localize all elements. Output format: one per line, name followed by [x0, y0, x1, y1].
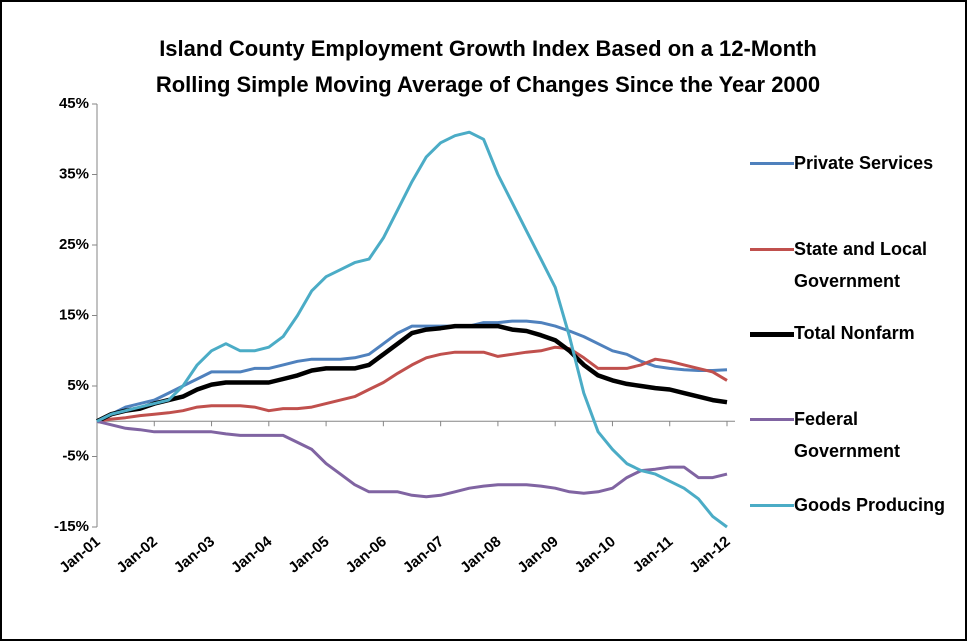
y-tick-label: -5%	[62, 447, 89, 464]
series-line	[96, 345, 728, 423]
x-tick-label: Jan-04	[228, 533, 276, 577]
plot-area	[97, 104, 735, 527]
x-tick-label: Jan-07	[400, 533, 447, 577]
legend-entry: Total Nonfarm	[750, 322, 954, 349]
series-line	[96, 319, 728, 423]
series-line	[95, 323, 728, 424]
series-line	[96, 419, 728, 499]
series-line	[96, 130, 728, 529]
legend-swatch	[750, 418, 794, 421]
x-tick-label: Jan-01	[56, 533, 103, 577]
x-tick-label: Jan-12	[686, 533, 733, 577]
y-tick-label: 45%	[59, 95, 89, 112]
legend-entry: State and Local Government	[750, 238, 954, 297]
legend-swatch	[750, 248, 794, 251]
legend-entry: Goods Producing	[750, 494, 954, 521]
legend-label: Goods Producing	[794, 495, 945, 515]
y-tick-label: 15%	[59, 306, 89, 323]
legend-label: Total Nonfarm	[794, 323, 915, 343]
y-tick-label: 5%	[67, 377, 89, 394]
chart-title: Rolling Simple Moving Average of Changes…	[156, 72, 820, 97]
legend-swatch	[750, 504, 794, 507]
y-tick-label: -15%	[54, 518, 89, 535]
y-tick-label: 35%	[59, 165, 89, 182]
x-tick-label: Jan-08	[457, 533, 504, 577]
legend-swatch	[750, 162, 794, 165]
x-tick-label: Jan-06	[343, 533, 390, 577]
legend-entry: Federal Government	[750, 408, 954, 467]
x-tick-label: Jan-09	[514, 533, 561, 577]
x-tick-label: Jan-11	[630, 533, 677, 576]
legend-label: Federal Government	[794, 409, 901, 461]
x-tick-label: Jan-02	[114, 533, 161, 577]
legend-swatch	[750, 332, 794, 337]
y-tick-label: 25%	[59, 236, 89, 253]
legend-entry: Private Services	[750, 152, 954, 179]
chart-title: Island County Employment Growth Index Ba…	[159, 36, 817, 61]
legend: Private Services State and Local Governme…	[750, 0, 967, 641]
x-tick-label: Jan-03	[171, 533, 218, 577]
legend-label: Private Services	[794, 153, 934, 173]
x-tick-label: Jan-10	[572, 533, 619, 577]
legend-label: State and Local Government	[794, 239, 928, 291]
x-tick-label: Jan-05	[285, 533, 332, 577]
